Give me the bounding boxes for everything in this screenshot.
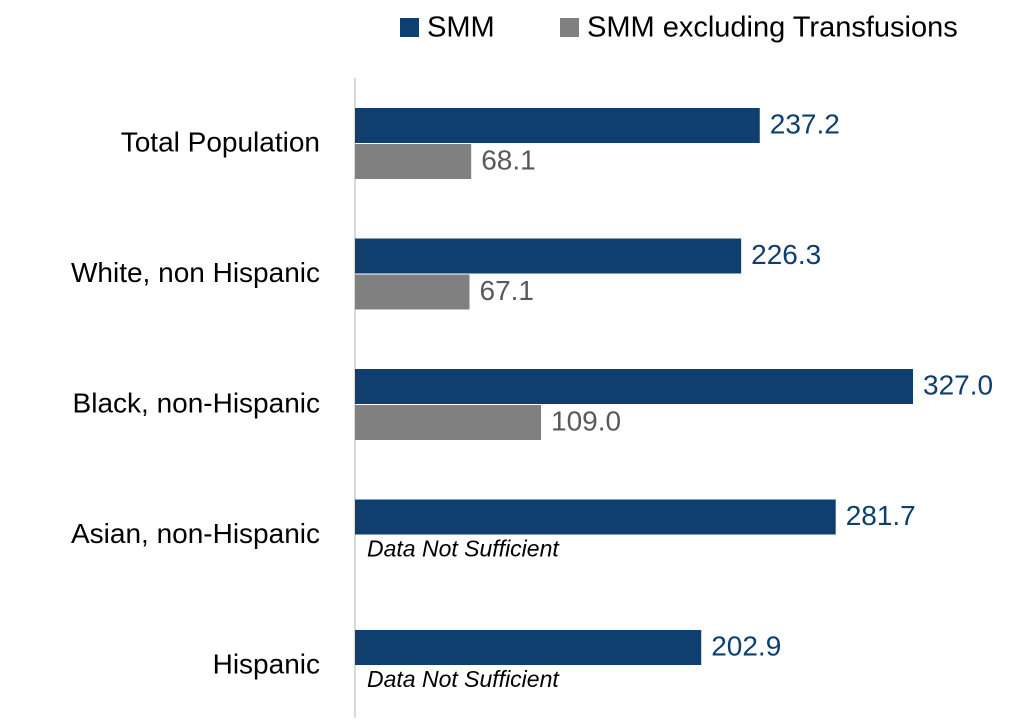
legend-label: SMM	[427, 12, 495, 44]
legend-swatch	[560, 18, 579, 37]
bar	[355, 369, 913, 404]
value-label: 67.1	[480, 275, 535, 306]
value-label: 202.9	[711, 630, 781, 661]
bar	[355, 238, 742, 274]
bar	[355, 274, 470, 310]
bar	[355, 144, 472, 179]
value-label: 281.7	[846, 500, 916, 531]
value-label: 68.1	[481, 144, 536, 175]
annotation: Data Not Sufficient	[367, 536, 560, 562]
bar	[355, 405, 541, 440]
value-label: 109.0	[551, 405, 621, 436]
category-label: Hispanic	[213, 648, 320, 679]
annotation: Data Not Sufficient	[367, 666, 560, 692]
bar	[355, 108, 760, 143]
category-label: Black, non-Hispanic	[73, 387, 320, 418]
legend-swatch	[400, 18, 419, 37]
value-label: 226.3	[751, 239, 821, 270]
category-label: White, non Hispanic	[71, 257, 320, 288]
category-label: Total Population	[121, 126, 320, 157]
bar	[355, 630, 702, 665]
bar	[355, 499, 836, 535]
legend-label: SMM excluding Transfusions	[587, 12, 958, 44]
category-label: Asian, non-Hispanic	[71, 518, 320, 549]
value-label: 237.2	[770, 108, 840, 139]
value-label: 327.0	[923, 369, 993, 400]
